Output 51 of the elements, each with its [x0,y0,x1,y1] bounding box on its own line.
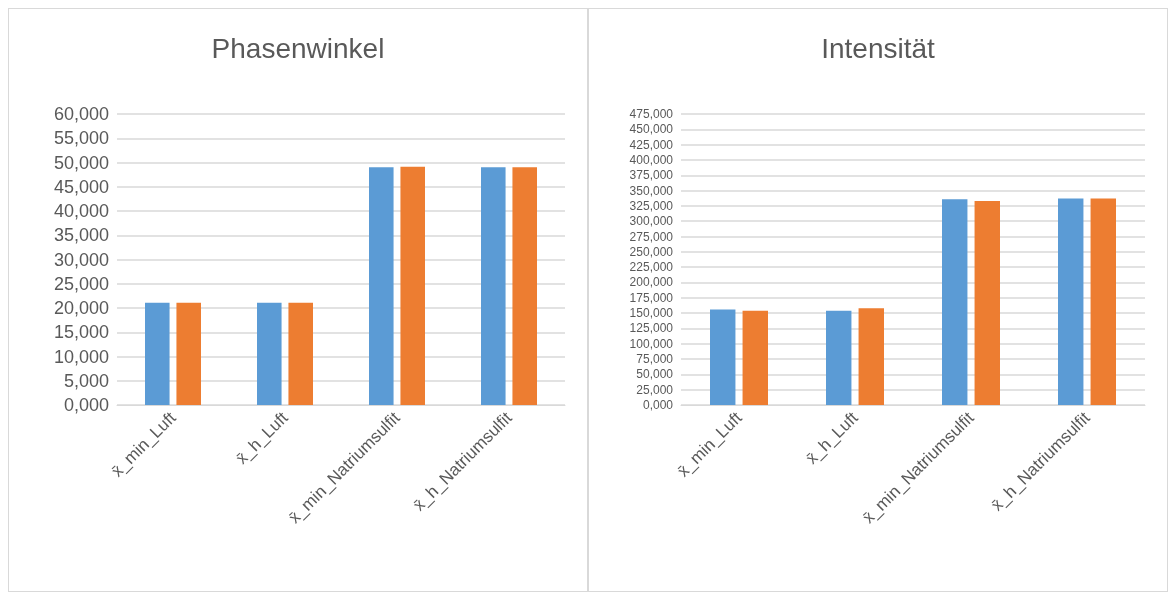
bar [1058,198,1084,405]
bar [742,310,768,405]
y-tick-label: 30,000 [53,249,109,270]
y-tick-label: 250,000 [629,244,674,259]
y-tick-label: 60,000 [53,104,109,124]
bar [974,200,1000,405]
y-tick-label: 475,000 [629,107,674,121]
bar [400,166,425,405]
chart-title: Intensität [821,32,936,64]
y-tick-label: 45,000 [53,176,109,197]
y-tick-label: 100,000 [629,336,674,351]
y-tick-label: 150,000 [629,306,674,321]
y-tick-label: 50,000 [636,367,674,382]
bar [512,167,537,405]
y-tick-label: 15,000 [53,322,109,343]
y-tick-label: 35,000 [53,225,109,246]
y-tick-label: 300,000 [629,214,674,229]
y-tick-label: 55,000 [53,128,109,149]
bar [858,308,884,405]
y-tick-label: 20,000 [53,298,109,318]
y-tick-label: 450,000 [629,122,674,137]
bar [1090,198,1116,405]
y-tick-label: 425,000 [629,137,674,152]
y-tick-label: 375,000 [629,168,674,183]
bar [176,302,201,405]
y-tick-label: 25,000 [53,273,109,294]
y-tick-label: 75,000 [636,352,674,367]
y-tick-label: 10,000 [53,346,109,367]
y-tick-label: 275,000 [629,229,674,244]
bar [257,302,282,405]
bar [481,167,506,405]
bar [145,302,170,405]
y-tick-label: 5,000 [63,370,109,391]
y-tick-label: 125,000 [629,321,674,336]
y-tick-label: 400,000 [629,152,674,167]
y-tick-label: 40,000 [53,201,109,221]
y-tick-label: 0,000 [63,395,109,415]
y-tick-label: 225,000 [629,260,674,275]
y-tick-label: 350,000 [629,183,674,198]
y-tick-label: 25,000 [636,382,674,397]
chart-title: Phasenwinkel [211,32,385,64]
bar [710,309,736,405]
y-tick-label: 0,000 [642,398,674,412]
bar [826,310,852,405]
bar [288,302,313,405]
y-tick-label: 50,000 [53,152,109,173]
bar [942,199,968,405]
bar [369,167,394,405]
y-tick-label: 200,000 [629,275,674,290]
y-tick-label: 325,000 [629,198,674,213]
y-tick-label: 175,000 [629,290,674,305]
